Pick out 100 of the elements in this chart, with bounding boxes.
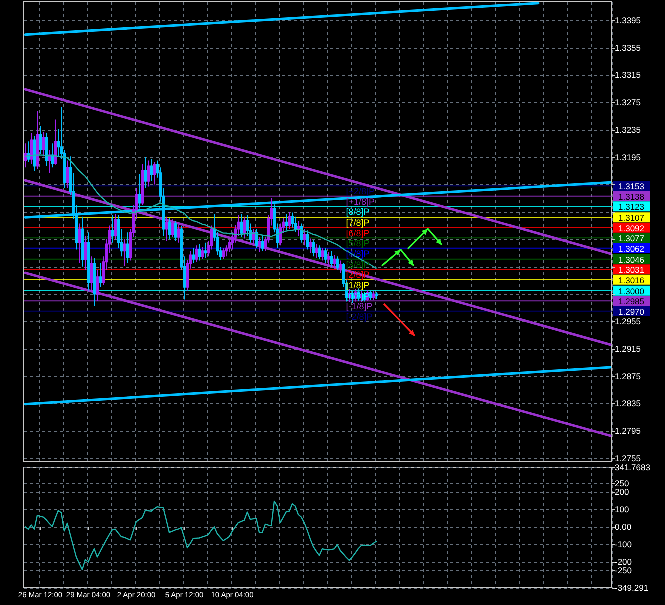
- y-tick-label: 1.3195: [615, 152, 642, 162]
- y-tick-label: 1.2835: [615, 398, 642, 409]
- annotation: [-1/8]P: [346, 302, 373, 312]
- line-series: [24, 154, 378, 269]
- y-tick-label: 250: [615, 478, 630, 488]
- candlestick: [54, 119, 57, 166]
- candlestick: [90, 256, 93, 293]
- y-tick-label: -250: [615, 566, 632, 576]
- candlestick: [243, 216, 246, 240]
- candlestick: [51, 143, 54, 168]
- y-tick-label: 1.2755: [615, 454, 642, 464]
- candlestick: [96, 270, 99, 302]
- candlestick: [42, 132, 45, 158]
- candlestick: [111, 215, 114, 244]
- ref-line-label: 1.2985: [618, 296, 645, 307]
- candlestick: [303, 228, 306, 246]
- annotation: [6/8]P: [346, 228, 370, 238]
- candlestick: [369, 290, 372, 301]
- candlestick: [87, 232, 90, 292]
- y-tick-label: 1.2955: [615, 316, 642, 327]
- ref-line-label: 1.3016: [618, 275, 645, 286]
- candlestick: [147, 160, 150, 188]
- candlestick: [123, 238, 126, 267]
- candlestick: [312, 240, 315, 258]
- ref-line-label: 1.3077: [618, 234, 645, 244]
- ref-line-label: 1.3092: [618, 223, 645, 234]
- candlestick: [240, 214, 243, 238]
- candlestick: [144, 156, 147, 189]
- y-tick-label: 1.2875: [615, 371, 642, 382]
- candlestick: [93, 257, 96, 308]
- candlestick: [177, 224, 180, 244]
- y-tick-label: 0.00: [615, 522, 632, 532]
- y-tick-label: 1.3275: [615, 98, 642, 108]
- candlestick: [126, 232, 129, 264]
- candlestick: [255, 228, 258, 249]
- candlestick: [306, 230, 309, 250]
- y-tick-label: 1.3395: [615, 15, 642, 26]
- ref-line-label: 1.3046: [618, 254, 645, 265]
- y-tick-label: 1.2915: [615, 344, 642, 354]
- candlestick: [141, 164, 144, 206]
- candlestick: [165, 216, 168, 242]
- ref-line-label: 1.3062: [618, 244, 645, 254]
- candlestick: [339, 260, 342, 274]
- candlestick: [375, 292, 378, 300]
- candlestick: [198, 244, 201, 262]
- ref-line-label: 1.3153: [618, 182, 645, 192]
- candlestick: [99, 262, 102, 288]
- candlestick: [327, 252, 330, 266]
- candlestick: [294, 216, 297, 232]
- y-tick-label: 200: [615, 487, 630, 498]
- line-series: [24, 500, 378, 570]
- annotation: [3/8]P: [346, 260, 370, 270]
- y-tick-label: 1.3315: [615, 70, 642, 80]
- annotation: [8/8]P: [346, 207, 370, 218]
- candlestick: [309, 238, 312, 254]
- candlestick: [66, 160, 69, 189]
- annotation: [+1/8]P: [346, 196, 376, 207]
- annotation: [7/8]P: [346, 218, 370, 228]
- candlestick: [261, 236, 264, 252]
- candlestick: [39, 126, 42, 154]
- candlestick: [150, 158, 153, 182]
- ref-line-label: 1.3031: [618, 265, 645, 276]
- annotation: [-2/8]P: [346, 312, 373, 322]
- annotation: [5/8]P: [346, 238, 370, 249]
- candlestick: [258, 236, 261, 253]
- y-tick-label: -200: [615, 556, 632, 567]
- ref-line-label: 1.3000: [618, 286, 645, 296]
- y-tick-label: 341.7683: [615, 462, 651, 472]
- annotation: [0/8]P: [346, 291, 370, 302]
- y-tick-label: -349.291: [615, 583, 649, 593]
- candlestick: [324, 248, 327, 264]
- candlestick: [195, 245, 198, 263]
- candlestick: [114, 214, 117, 241]
- candlestick: [174, 220, 177, 242]
- candlestick: [30, 132, 33, 165]
- candlestick: [45, 132, 48, 167]
- y-tick-label: 1.3355: [615, 42, 642, 53]
- candlestick: [285, 214, 288, 232]
- ref-line-label: 1.3138: [618, 192, 645, 202]
- candlestick: [201, 246, 204, 260]
- candlestick: [153, 162, 156, 186]
- candlestick: [288, 212, 291, 230]
- candlestick: [222, 248, 225, 260]
- candlestick: [333, 254, 336, 270]
- y-tick-label: 1.3235: [615, 124, 642, 135]
- candlestick: [33, 136, 36, 172]
- candlestick: [291, 212, 294, 228]
- candlestick: [204, 242, 207, 258]
- candlestick: [168, 218, 171, 240]
- candlestick: [330, 250, 333, 268]
- candlestick: [297, 220, 300, 237]
- candlestick: [36, 111, 39, 170]
- candlestick: [315, 244, 318, 258]
- ref-line-label: 1.3107: [618, 213, 645, 224]
- y-tick-label: 1.2795: [615, 426, 642, 436]
- annotation: [+2/8]P: [346, 186, 376, 197]
- candlestick: [27, 141, 30, 163]
- ref-line-label: 1.2970: [618, 306, 645, 317]
- candlestick: [84, 236, 87, 271]
- candlestick: [24, 143, 27, 168]
